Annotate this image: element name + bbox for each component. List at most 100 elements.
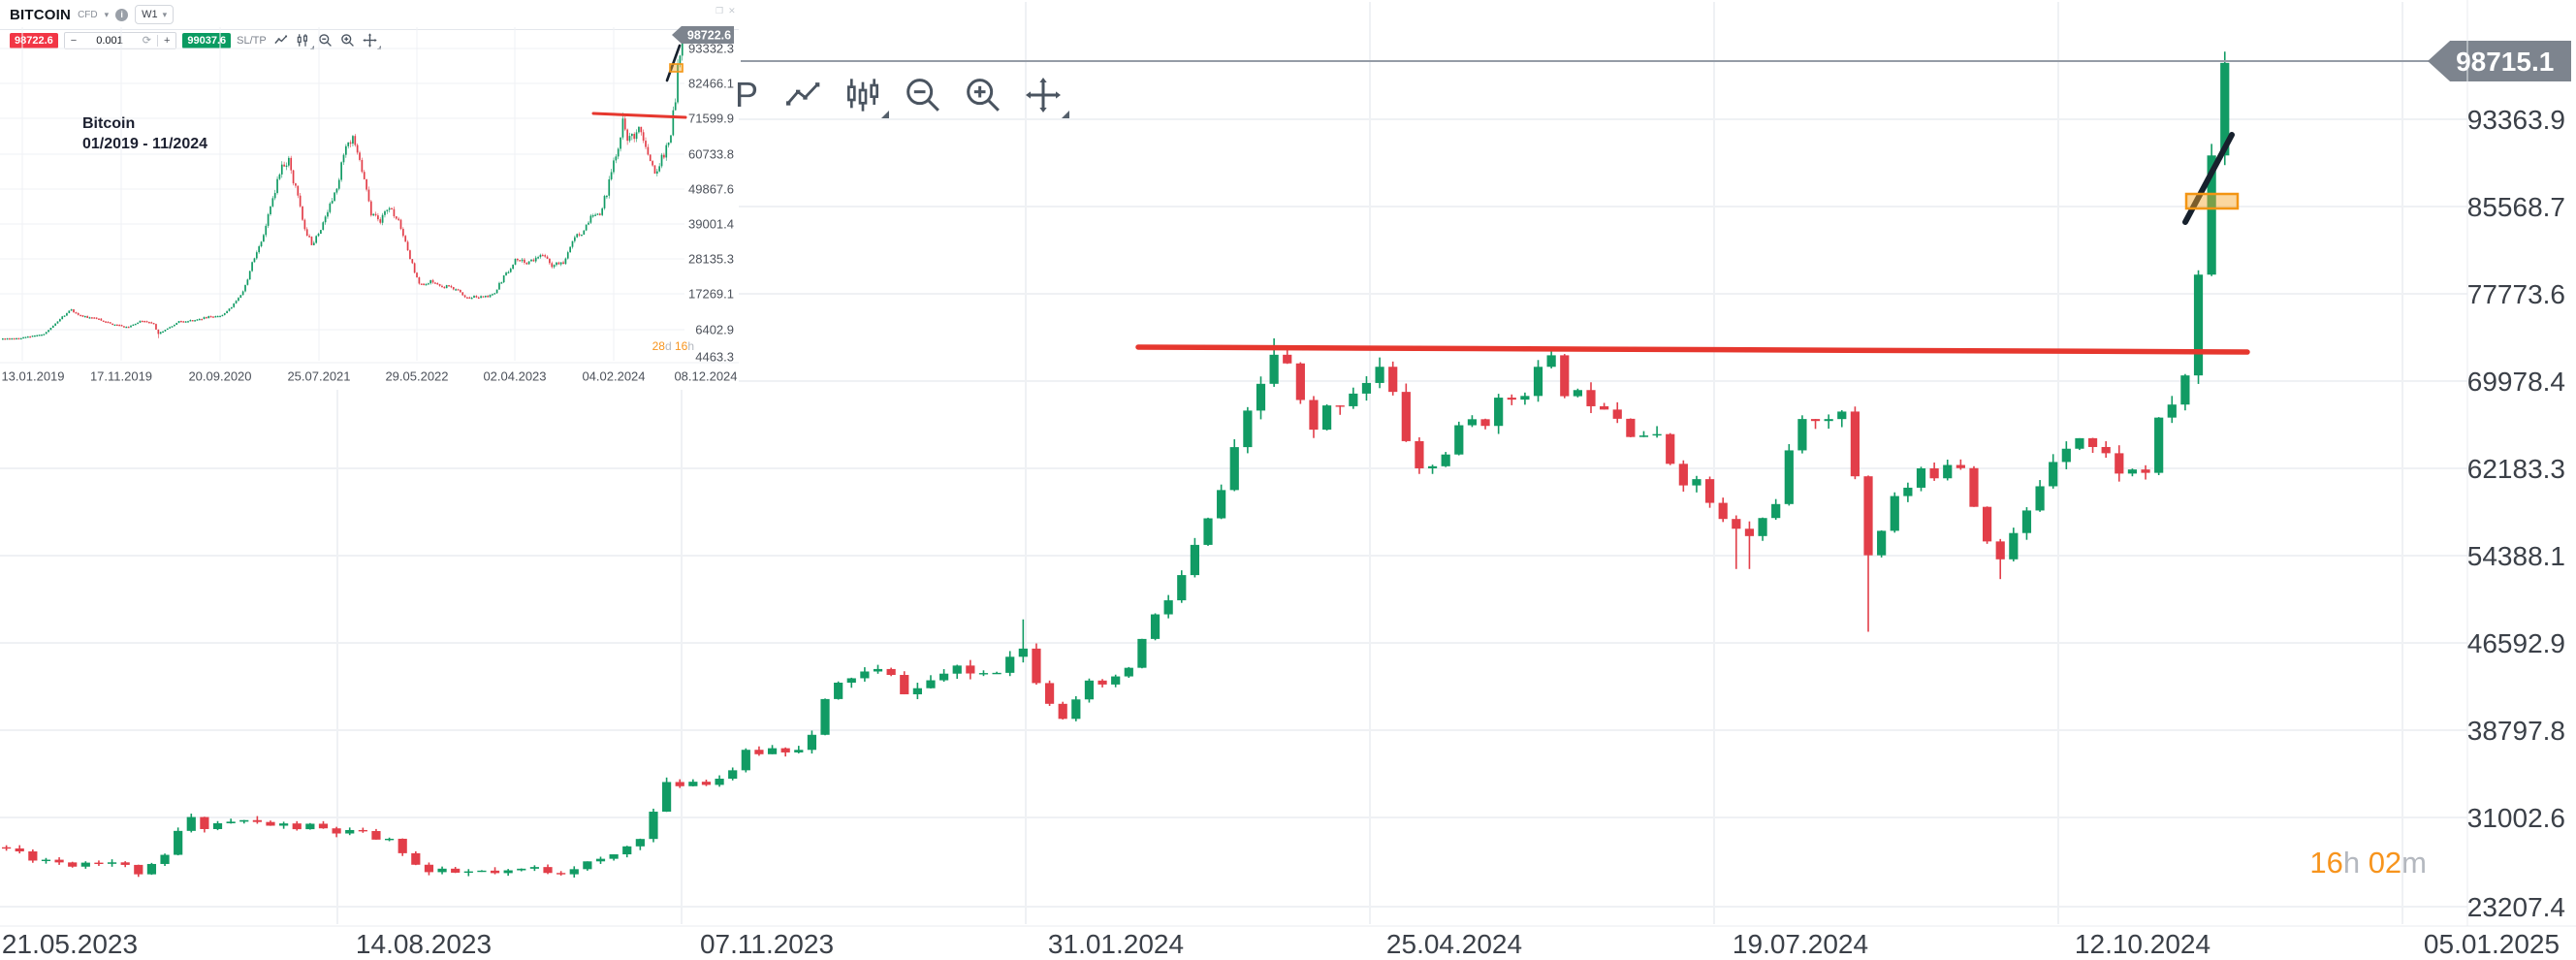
inset-title-range: 01/2019 - 11/2024 [82, 136, 208, 152]
svg-text:71599.9: 71599.9 [688, 112, 734, 126]
grid-lines [0, 27, 684, 361]
zoom-out-icon[interactable] [317, 32, 334, 48]
dropdown-corner-arrow [376, 46, 381, 49]
symbol-dropdown-caret[interactable]: ▾ [104, 9, 110, 19]
inset-window-controls: ❐ ✕ [716, 6, 736, 16]
svg-text:77773.6: 77773.6 [2467, 279, 2565, 309]
countdown-hours: 16 [2309, 846, 2343, 880]
refresh-icon[interactable]: ⟳ [142, 35, 151, 47]
quantity-decrease-button[interactable]: − [70, 34, 78, 47]
svg-text:38797.8: 38797.8 [2467, 716, 2565, 746]
main-chart-toolbar: P [735, 74, 1084, 118]
svg-text:6402.9: 6402.9 [695, 323, 734, 337]
sell-button[interactable]: 98722.6 [10, 32, 58, 48]
svg-text:82466.1: 82466.1 [688, 77, 734, 91]
svg-text:4463.3: 4463.3 [695, 350, 734, 365]
quantity-stepper: − 0.001 ⟳ + [63, 31, 177, 49]
inset-chart-window: BITCOIN CFD ▾ i W1 ▾ 98722.6 − 0.001 ⟳ +… [0, 0, 739, 390]
quantity-increase-button[interactable]: + [163, 34, 171, 47]
svg-text:98715.1: 98715.1 [2456, 47, 2554, 77]
dropdown-corner-arrow [1062, 111, 1070, 118]
candlestick-series [2, 51, 2230, 878]
countdown-minutes: 02 [2368, 846, 2402, 880]
zoom-out-icon[interactable] [904, 74, 942, 116]
svg-text:19.07.2024: 19.07.2024 [1733, 929, 1868, 959]
svg-text:60733.8: 60733.8 [688, 147, 734, 162]
svg-text:28135.3: 28135.3 [688, 252, 734, 267]
breakout-trendline-drawing[interactable] [665, 44, 682, 82]
buy-button[interactable]: 99037.6 [182, 32, 232, 48]
zoom-in-icon[interactable] [339, 32, 356, 48]
svg-text:14.08.2023: 14.08.2023 [356, 929, 492, 959]
svg-text:31.01.2024: 31.01.2024 [1048, 929, 1184, 959]
time-axis-labels: 21.05.2023 14.08.2023 07.11.2023 31.01.2024… [2, 929, 2560, 959]
candlestick-series [2, 31, 684, 340]
svg-text:62183.3: 62183.3 [2467, 454, 2565, 484]
svg-text:20.09.2020: 20.09.2020 [188, 369, 251, 384]
svg-text:46592.9: 46592.9 [2467, 628, 2565, 658]
close-icon[interactable]: ✕ [728, 6, 736, 16]
quantity-value[interactable]: 0.001 [96, 34, 123, 47]
toolbar-divider [0, 29, 739, 30]
resistance-line-drawing[interactable] [591, 112, 687, 119]
line-chart-icon[interactable] [272, 32, 289, 48]
svg-text:29.05.2022: 29.05.2022 [385, 369, 448, 384]
current-price-tag: 98722.6 [672, 26, 734, 44]
highlight-box-drawing[interactable] [2184, 192, 2240, 210]
highlight-box-drawing[interactable] [669, 63, 684, 73]
inset-symbol-bar: BITCOIN CFD ▾ i W1 ▾ [10, 3, 175, 26]
countdown-hours-unit: h [2342, 846, 2369, 880]
resistance-line-drawing[interactable] [1135, 344, 2250, 355]
svg-text:69978.4: 69978.4 [2467, 367, 2565, 397]
svg-text:21.05.2023: 21.05.2023 [2, 929, 138, 959]
pan-icon[interactable] [1024, 74, 1070, 118]
svg-text:54388.1: 54388.1 [2467, 541, 2565, 571]
svg-text:93363.9: 93363.9 [2467, 105, 2565, 135]
sltp-partial-label: P [735, 75, 759, 114]
svg-text:17.11.2019: 17.11.2019 [90, 369, 152, 384]
svg-text:07.11.2023: 07.11.2023 [700, 929, 834, 959]
timeframe-value: W1 [142, 9, 158, 20]
timeframe-caret: ▾ [162, 9, 168, 19]
svg-text:98722.6: 98722.6 [687, 28, 731, 42]
svg-text:13.01.2019: 13.01.2019 [1, 369, 64, 384]
svg-text:31002.6: 31002.6 [2467, 803, 2565, 833]
candlestick-style-icon[interactable] [843, 74, 890, 118]
svg-text:93332.3: 93332.3 [688, 42, 734, 56]
svg-text:39001.4: 39001.4 [688, 217, 734, 232]
svg-text:25.04.2024: 25.04.2024 [1386, 929, 1522, 959]
line-chart-icon[interactable] [783, 74, 822, 116]
candlestick-style-icon[interactable] [295, 32, 314, 49]
svg-text:08.12.2024: 08.12.2024 [674, 369, 737, 384]
symbol-name[interactable]: BITCOIN [10, 6, 72, 23]
svg-text:17269.1: 17269.1 [688, 287, 734, 302]
inset-candle-countdown: 28d 16h [652, 339, 694, 353]
inset-chart[interactable]: 93332.3 82466.1 71599.9 60733.8 49867.6 39001… [0, 0, 739, 390]
inset-trade-bar: 98722.6 − 0.001 ⟳ + 99037.6 SL/TP [10, 31, 381, 49]
svg-text:02.04.2023: 02.04.2023 [483, 369, 546, 384]
divider [156, 34, 158, 47]
timeframe-select[interactable]: W1 ▾ [135, 5, 175, 24]
svg-text:28d 16h: 28d 16h [652, 339, 694, 353]
info-icon[interactable]: i [115, 8, 129, 21]
svg-text:25.07.2021: 25.07.2021 [287, 369, 350, 384]
svg-text:49867.6: 49867.6 [688, 182, 734, 197]
zoom-in-icon[interactable] [964, 74, 1002, 116]
price-axis-labels: 93332.3 82466.1 71599.9 60733.8 49867.6 39001… [688, 42, 734, 365]
svg-text:23207.4: 23207.4 [2467, 892, 2565, 922]
candle-countdown: 16h 02m [2309, 846, 2427, 880]
inset-chart-title: Bitcoin 01/2019 - 11/2024 [82, 113, 207, 154]
price-axis-labels: 93363.9 85568.7 77773.6 69978.4 62183.3 54388… [2467, 105, 2565, 922]
pan-icon[interactable] [362, 32, 381, 49]
maximize-icon[interactable]: ❐ [716, 6, 724, 16]
dropdown-corner-arrow [309, 46, 314, 49]
time-axis-labels: 13.01.2019 17.11.2019 20.09.2020 25.07.2021… [1, 369, 737, 384]
svg-text:12.10.2024: 12.10.2024 [2075, 929, 2210, 959]
sltp-button[interactable]: SL/TP [237, 34, 267, 47]
svg-text:04.02.2024: 04.02.2024 [582, 369, 645, 384]
svg-text:85568.7: 85568.7 [2467, 192, 2565, 222]
inset-title-symbol: Bitcoin [82, 115, 136, 132]
instrument-type-label: CFD [78, 9, 98, 20]
dropdown-corner-arrow [881, 111, 890, 118]
